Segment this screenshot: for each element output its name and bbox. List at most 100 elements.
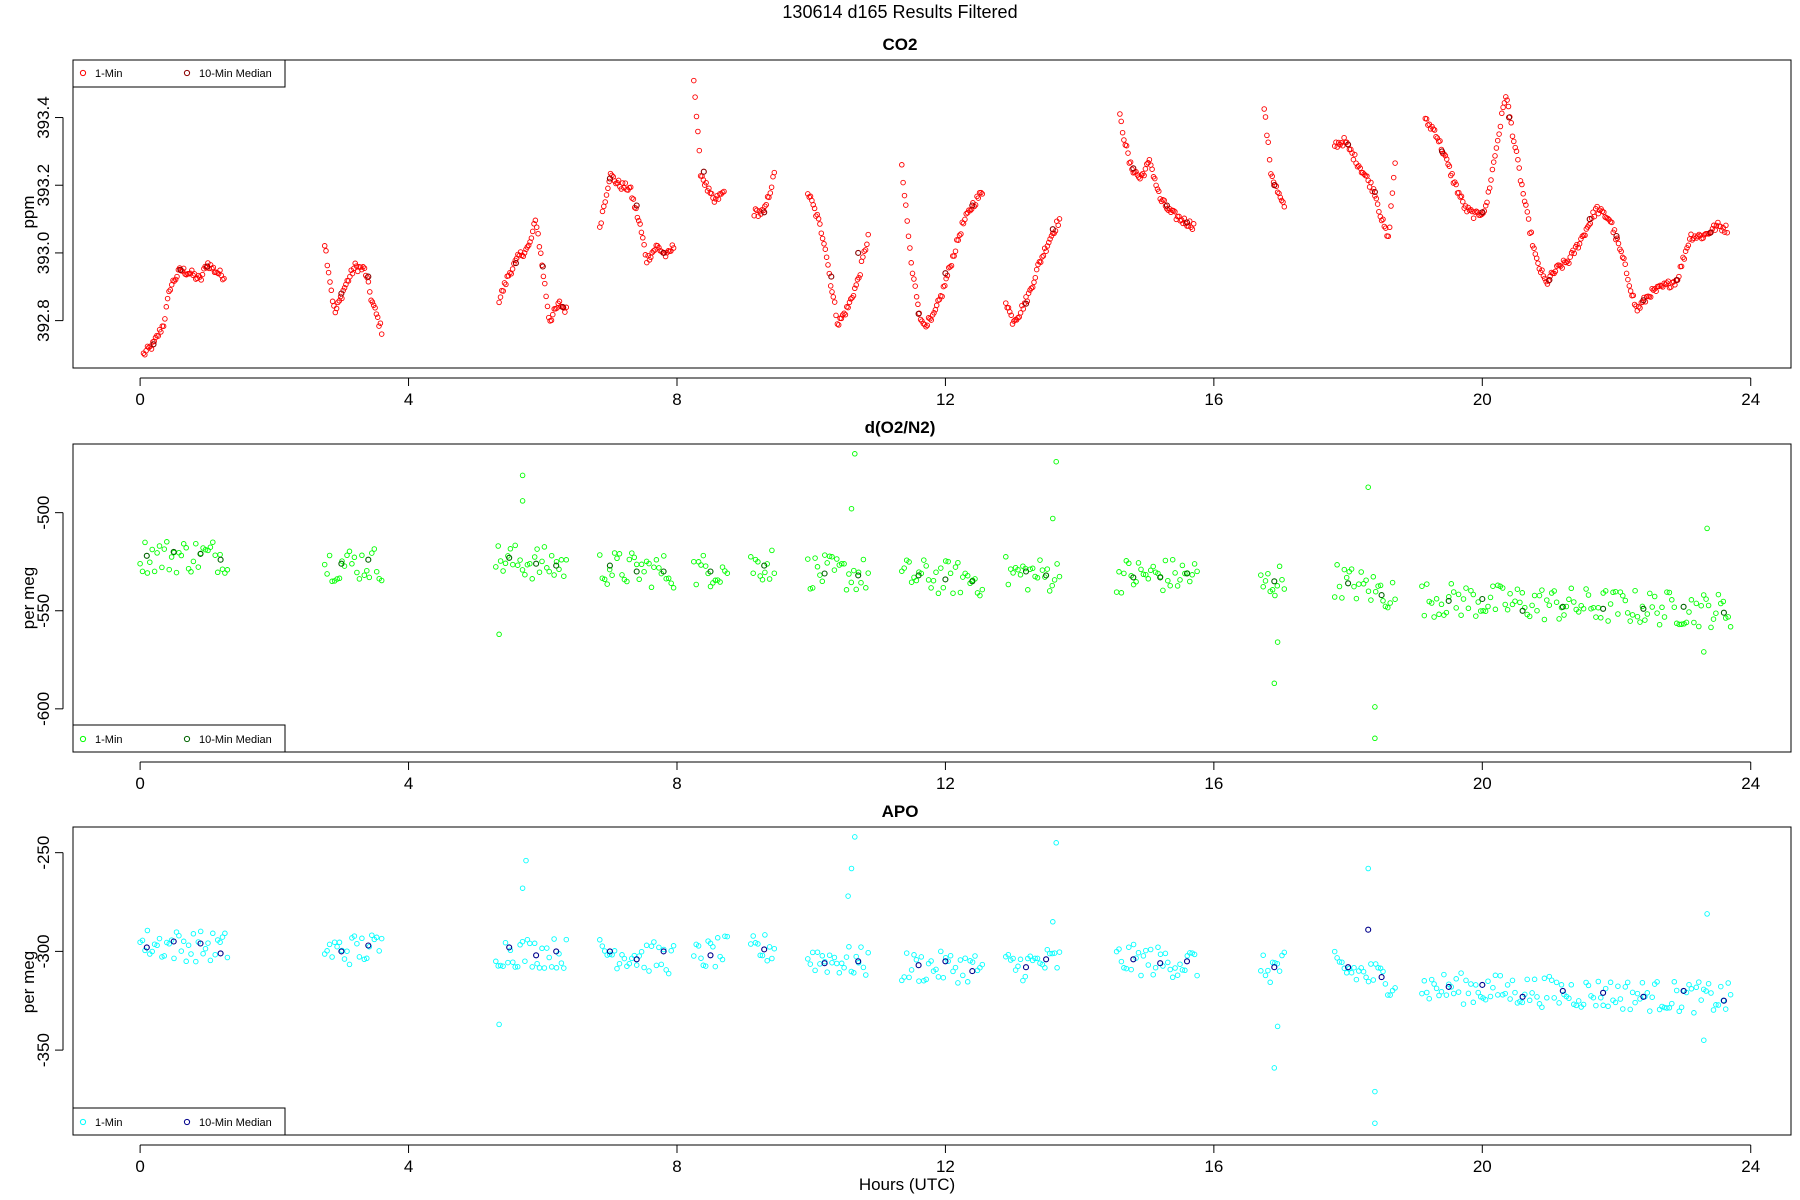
legend-apo: 1-Min 10-Min Median bbox=[72, 1107, 286, 1136]
point-1min bbox=[1260, 583, 1266, 590]
point-1min bbox=[1343, 574, 1350, 581]
point-1min bbox=[189, 267, 195, 274]
point-1min-outlier bbox=[852, 451, 858, 457]
point-1min bbox=[1133, 579, 1139, 585]
point-1min bbox=[1389, 579, 1396, 586]
point-1min bbox=[822, 552, 828, 558]
point-1min bbox=[1389, 190, 1396, 196]
point-1min bbox=[1504, 982, 1511, 988]
point-1min bbox=[860, 556, 867, 563]
point-1min bbox=[629, 955, 635, 962]
point-1min bbox=[629, 195, 635, 201]
point-1min bbox=[1700, 592, 1707, 598]
point-1min bbox=[1265, 139, 1271, 145]
y-axis-label-co2: ppm bbox=[19, 195, 38, 228]
point-1min bbox=[1612, 999, 1619, 1006]
point-1min bbox=[826, 952, 833, 958]
point-1min bbox=[558, 557, 565, 563]
point-1min bbox=[1179, 562, 1186, 569]
point-1min bbox=[154, 550, 160, 556]
point-1min bbox=[1149, 166, 1155, 172]
point-1min bbox=[154, 942, 160, 949]
point-1min bbox=[361, 265, 368, 271]
point-1min bbox=[1556, 1000, 1562, 1006]
point-1min bbox=[1333, 139, 1339, 145]
point-1min bbox=[325, 269, 332, 276]
y-tick-label: -500 bbox=[34, 496, 53, 530]
point-10min-median bbox=[1157, 574, 1164, 581]
point-1min bbox=[1517, 178, 1524, 184]
point-1min bbox=[1524, 976, 1530, 983]
point-1min bbox=[1281, 586, 1288, 592]
point-1min bbox=[809, 585, 816, 591]
point-1min bbox=[1473, 613, 1479, 619]
point-1min bbox=[691, 77, 697, 84]
point-1min bbox=[1615, 611, 1621, 617]
point-1min bbox=[212, 951, 218, 958]
point-1min bbox=[1575, 609, 1582, 615]
point-1min bbox=[1126, 560, 1132, 567]
point-1min bbox=[1671, 979, 1678, 985]
x-tick-label: 4 bbox=[404, 1157, 413, 1176]
point-1min bbox=[831, 299, 838, 305]
point-1min bbox=[1488, 177, 1494, 183]
legend-marker-median-co2 bbox=[183, 69, 191, 77]
point-1min bbox=[1536, 592, 1543, 599]
point-1min bbox=[668, 947, 674, 954]
point-1min bbox=[817, 572, 823, 578]
point-1min-outlier bbox=[496, 1021, 502, 1028]
point-1min bbox=[864, 241, 870, 248]
point-1min bbox=[197, 928, 204, 935]
point-1min bbox=[1578, 236, 1584, 242]
point-10min-median bbox=[1680, 603, 1687, 610]
point-1min bbox=[1718, 983, 1724, 990]
point-1min bbox=[1375, 965, 1381, 971]
point-1min bbox=[911, 952, 917, 958]
point-10min-median bbox=[1720, 997, 1727, 1004]
point-10min-median bbox=[1378, 592, 1385, 599]
point-1min bbox=[161, 546, 168, 552]
point-1min bbox=[1011, 318, 1017, 324]
point-1min bbox=[373, 568, 380, 575]
point-1min bbox=[1266, 157, 1273, 163]
point-1min bbox=[843, 587, 850, 593]
point-1min bbox=[830, 294, 837, 300]
point-1min bbox=[771, 570, 778, 576]
point-1min bbox=[633, 962, 640, 968]
point-1min bbox=[172, 276, 179, 283]
point-1min bbox=[1363, 577, 1369, 583]
point-1min bbox=[224, 954, 231, 961]
point-1min bbox=[858, 579, 864, 586]
point-1min bbox=[841, 561, 847, 567]
point-1min bbox=[1433, 133, 1439, 140]
point-1min-outlier bbox=[1050, 515, 1056, 522]
point-1min bbox=[372, 305, 378, 311]
point-10min-median bbox=[915, 572, 922, 579]
point-1min bbox=[149, 546, 155, 553]
point-1min bbox=[846, 299, 853, 306]
x-axis-co2: 0 4 8 12 16 20 24 bbox=[135, 377, 1760, 409]
point-1min bbox=[185, 942, 192, 948]
point-1min bbox=[1331, 948, 1338, 955]
point-1min bbox=[653, 557, 660, 563]
point-1min bbox=[1666, 589, 1673, 596]
point-1min bbox=[1165, 577, 1171, 584]
point-1min bbox=[1141, 172, 1147, 179]
point-1min bbox=[1187, 950, 1193, 956]
point-1min bbox=[1684, 245, 1690, 251]
point-1min bbox=[611, 550, 618, 556]
point-1min bbox=[1117, 111, 1123, 117]
point-1min bbox=[912, 283, 918, 289]
point-1min bbox=[1705, 980, 1712, 987]
point-1min bbox=[1613, 236, 1619, 243]
point-1min bbox=[373, 934, 380, 941]
point-1min bbox=[1489, 166, 1496, 173]
data-points-o2n2 bbox=[137, 451, 1734, 742]
point-1min bbox=[495, 543, 501, 549]
point-1min bbox=[1265, 967, 1271, 974]
point-1min bbox=[1167, 582, 1173, 589]
point-1min bbox=[1624, 610, 1631, 616]
point-1min bbox=[1710, 1007, 1717, 1013]
point-1min bbox=[1509, 977, 1516, 984]
point-1min bbox=[606, 951, 613, 958]
